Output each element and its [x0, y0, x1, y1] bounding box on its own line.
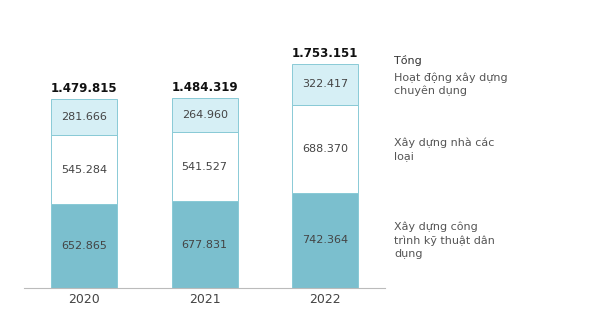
Text: 545.284: 545.284 [61, 164, 107, 174]
Text: Tồng: Tồng [394, 55, 422, 66]
Bar [292, 193, 358, 288]
Bar [172, 201, 238, 288]
Bar [51, 99, 117, 135]
Text: 742.364: 742.364 [302, 236, 348, 245]
Text: 677.831: 677.831 [182, 240, 228, 250]
Text: 281.666: 281.666 [61, 112, 107, 122]
Bar [172, 132, 238, 201]
Text: 688.370: 688.370 [302, 144, 348, 154]
Bar [172, 98, 238, 132]
Text: 1.479.815: 1.479.815 [51, 82, 117, 95]
Text: Xây dựng nhà các
loại: Xây dựng nhà các loại [394, 137, 495, 161]
Text: 541.527: 541.527 [182, 162, 228, 172]
Text: 1.484.319: 1.484.319 [172, 81, 238, 94]
Bar [51, 135, 117, 204]
Text: Hoạt động xây dựng
chuyên dụng: Hoạt động xây dựng chuyên dụng [394, 72, 508, 96]
Bar [292, 105, 358, 193]
Text: 264.960: 264.960 [182, 110, 228, 120]
Text: Xây dựng công
trình kỹ thuật dân
dụng: Xây dựng công trình kỹ thuật dân dụng [394, 222, 495, 259]
Text: 652.865: 652.865 [61, 241, 107, 251]
Text: 322.417: 322.417 [302, 79, 348, 89]
Bar [51, 204, 117, 288]
Text: 1.753.151: 1.753.151 [292, 47, 358, 60]
Bar [292, 64, 358, 105]
